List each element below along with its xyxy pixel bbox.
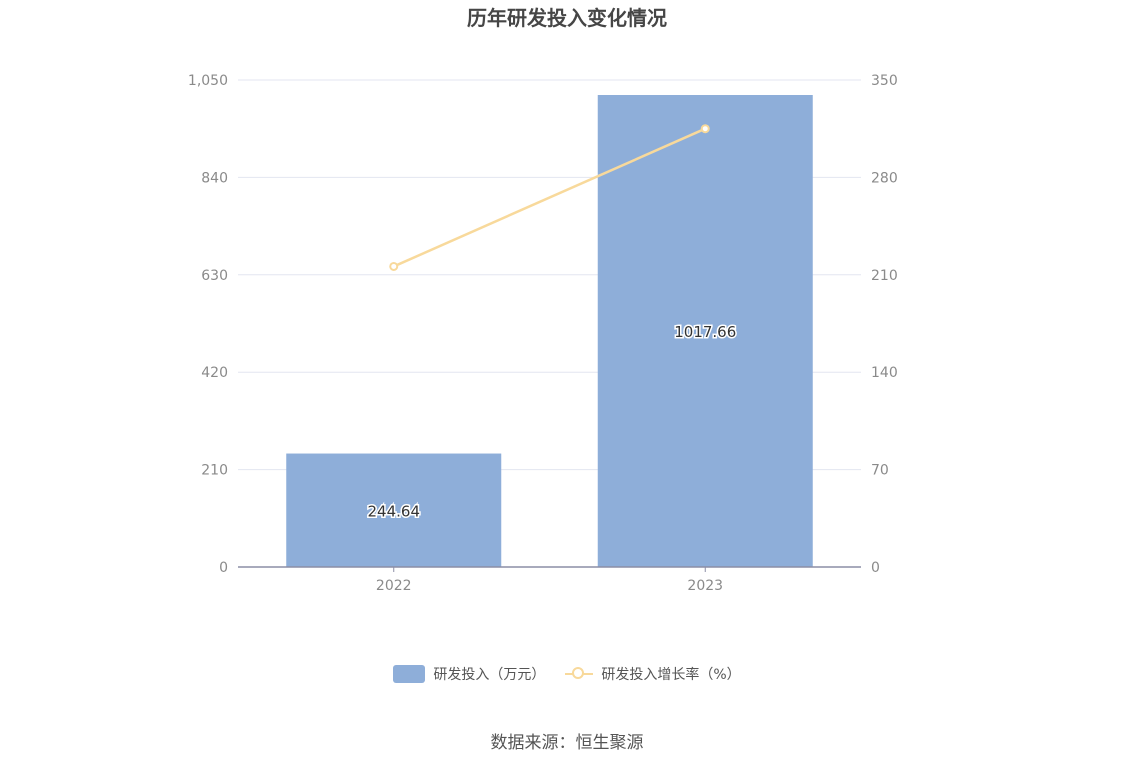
y-left-tick-label: 630 (201, 268, 228, 284)
y-left-tick-label: 840 (201, 170, 228, 186)
growth-line (393, 127, 706, 268)
legend: 研发投入（万元） 研发投入增长率（%） (0, 664, 1134, 684)
chart-title: 历年研发投入变化情况 (467, 6, 667, 30)
x-tick-label: 2022 (376, 578, 412, 594)
legend-item-line[interactable]: 研发投入增长率（%） (565, 664, 741, 684)
bar (286, 453, 502, 567)
bars-layer (286, 94, 813, 567)
label-layer: 244.64 1017.66 (366, 321, 738, 521)
source-note: 数据来源：恒生聚源 (490, 733, 644, 753)
legend-item-bar[interactable]: 研发投入（万元） (393, 664, 545, 684)
bar (597, 94, 813, 567)
y-left-tick-label: 0 (219, 560, 228, 576)
y-right-tick-label: 350 (871, 73, 898, 89)
axis-layer: 0 210 420 630 840 1,050 0 70 140 210 280 350 2022 202… (188, 73, 898, 594)
y-right-tick-label: 70 (871, 463, 889, 479)
line-layer (389, 124, 710, 271)
growth-point (700, 124, 710, 134)
growth-point (389, 261, 399, 271)
y-left-tick-label: 420 (201, 365, 228, 381)
legend-line-label: 研发投入增长率（%） (601, 667, 741, 683)
legend-bar-swatch (393, 665, 426, 683)
bar-value-label: 1017.66 (674, 323, 736, 341)
bar-value-label: 244.64 (368, 502, 421, 520)
y-right-tick-label: 140 (871, 365, 898, 381)
legend-line-swatch (565, 665, 594, 683)
legend-bar-label: 研发投入（万元） (433, 667, 546, 683)
x-tick-label: 2023 (687, 578, 723, 594)
y-right-tick-label: 280 (871, 170, 898, 186)
y-right-tick-label: 210 (871, 268, 898, 284)
y-right-tick-label: 0 (871, 560, 880, 576)
y-left-tick-label: 1,050 (188, 73, 228, 89)
y-left-tick-label: 210 (201, 463, 228, 479)
